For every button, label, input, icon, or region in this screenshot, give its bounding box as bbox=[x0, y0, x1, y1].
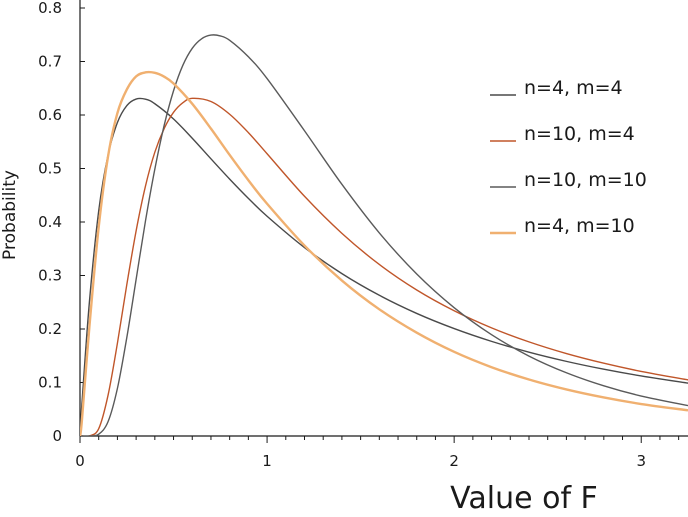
legend: n=4, m=4 n=10, m=4 n=10, m=10 n=4, m=10 bbox=[490, 77, 647, 237]
x-tick-label: 2 bbox=[449, 452, 459, 470]
axes bbox=[79, 0, 688, 437]
legend-label: n=10, m=4 bbox=[524, 123, 635, 145]
series-line-4 bbox=[80, 70, 688, 436]
x-tick-label: 1 bbox=[262, 452, 272, 470]
y-tick-label: 0.6 bbox=[38, 106, 62, 124]
y-axis-label: Probability bbox=[0, 170, 20, 260]
series-line-3 bbox=[80, 34, 688, 436]
series-lines bbox=[80, 34, 688, 436]
y-tick-label: 0.4 bbox=[38, 213, 62, 231]
y-tick-label: 0.5 bbox=[38, 160, 62, 178]
y-tick-label: 0.8 bbox=[38, 0, 62, 17]
y-tick-label: 0.7 bbox=[38, 53, 62, 71]
x-tick-label: 3 bbox=[636, 452, 646, 470]
y-tick-label: 0.3 bbox=[38, 267, 62, 285]
legend-label: n=10, m=10 bbox=[524, 169, 647, 191]
y-tick-label: 0.2 bbox=[38, 320, 62, 338]
y-tick-label: 0 bbox=[52, 427, 62, 445]
series-line-2 bbox=[80, 97, 688, 436]
legend-label: n=4, m=10 bbox=[524, 215, 635, 237]
x-tick-label: 0 bbox=[75, 452, 85, 470]
y-tick-label: 0.1 bbox=[38, 374, 62, 392]
legend-label: n=4, m=4 bbox=[524, 77, 623, 99]
ticks: 0 0.1 0.2 0.3 0.4 0.5 0.6 0.7 0.8 0 1 2 3 bbox=[38, 0, 680, 470]
x-axis-label: Value of F bbox=[450, 481, 598, 516]
